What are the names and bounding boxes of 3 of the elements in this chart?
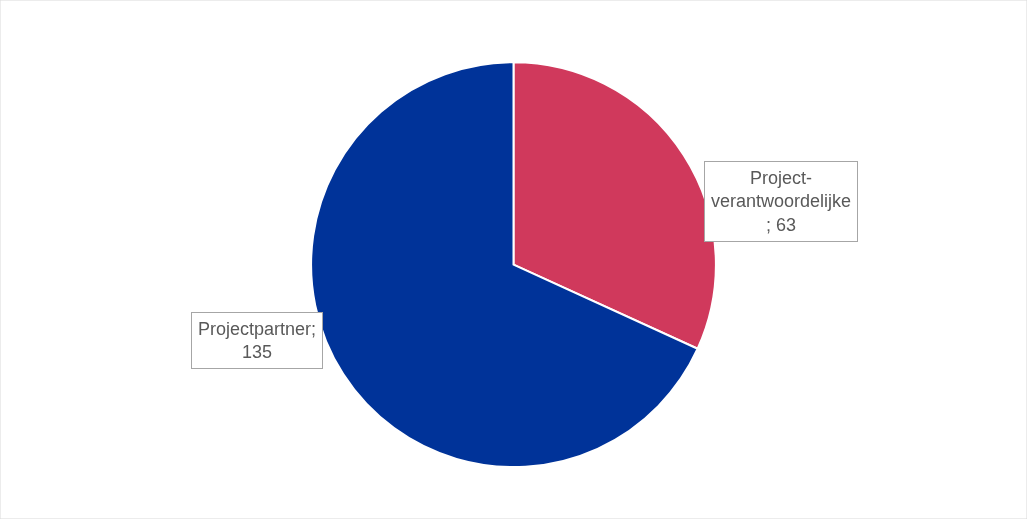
slice-label: Project-verantwoordelijke <box>711 168 852 212</box>
slice-label: Projectpartner; 135 <box>198 319 317 363</box>
data-label: ; 63 <box>766 214 797 235</box>
